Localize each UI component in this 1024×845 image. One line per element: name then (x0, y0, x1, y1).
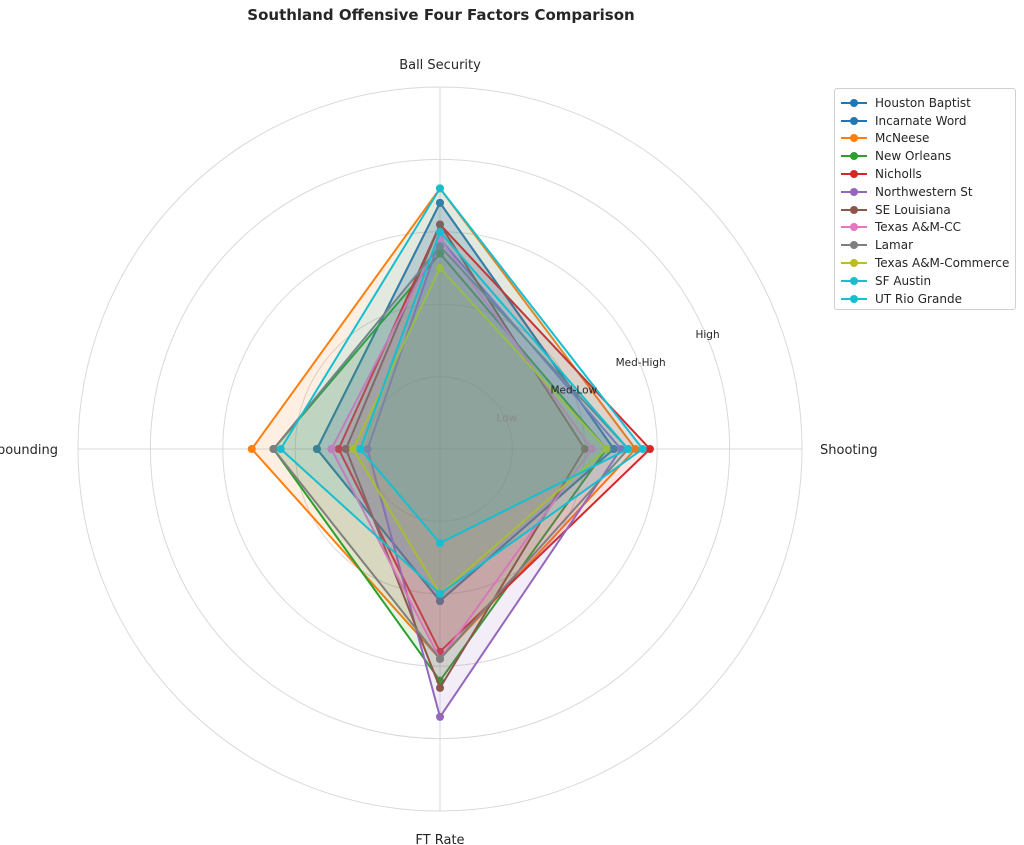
axis-label: FT Rate (415, 833, 464, 845)
legend-item: Lamar (841, 236, 1015, 254)
label-layer: Shooting Ball Security Off Rebounding FT Ra… (0, 58, 878, 845)
ring-label: Med-High (616, 357, 666, 369)
series-fill (338, 224, 650, 652)
legend-label: McNeese (875, 131, 930, 146)
series-point (645, 445, 654, 453)
legend-label: Texas A&M-CC (875, 220, 961, 235)
series-point (341, 445, 350, 453)
legend-swatch (841, 97, 867, 109)
series-fill (360, 231, 629, 544)
legend-label: Nicholls (875, 167, 922, 182)
series-point (349, 445, 358, 453)
series-point (436, 242, 444, 251)
legend-item: SF Austin (841, 272, 1015, 290)
series-point (580, 445, 589, 453)
legend-swatch (841, 239, 867, 251)
legend-swatch (841, 186, 867, 198)
series-fill (273, 246, 629, 660)
legend-item: Nicholls (841, 165, 1015, 183)
series-fill (273, 253, 607, 681)
series-point (588, 445, 597, 453)
legend-item: Texas A&M-CC (841, 219, 1015, 237)
legend-swatch (841, 115, 867, 127)
series-point (436, 264, 444, 272)
legend-item: New Orleans (841, 147, 1015, 165)
series-point (436, 654, 444, 663)
legend-label: SF Austin (875, 273, 932, 288)
legend-swatch (841, 221, 867, 233)
series-point (363, 445, 372, 453)
legend-label: Texas A&M-Commerce (875, 256, 1010, 271)
legend-swatch (841, 132, 867, 144)
series-point (609, 445, 618, 453)
axis-label: Ball Security (399, 58, 481, 73)
axis-label: Shooting (820, 443, 878, 458)
legend-item: UT Rio Grande (841, 290, 1015, 308)
series-point (356, 445, 365, 453)
legend-label: UT Rio Grande (875, 291, 962, 306)
legend: Houston Baptist Incarnate Word McNeese New … (834, 88, 1016, 310)
series-point (436, 198, 444, 207)
legend-item: Incarnate Word (841, 112, 1015, 130)
series-point (436, 597, 444, 606)
series-point (638, 445, 647, 453)
ring-label: Med-Low (550, 385, 597, 397)
legend-item: SE Louisiana (841, 201, 1015, 219)
series-fill (353, 268, 607, 594)
series-point (327, 445, 336, 453)
series-point (436, 227, 444, 236)
legend-label: Northwestern St (875, 184, 973, 199)
chart-title: Southland Offensive Four Factors Compari… (247, 6, 635, 24)
legend-swatch (841, 168, 867, 180)
series-point (631, 445, 640, 453)
series-point (436, 220, 444, 229)
axis-label: Off Rebounding (0, 443, 58, 458)
series-fill (280, 188, 643, 594)
legend-swatch (841, 275, 867, 287)
legend-swatch (841, 204, 867, 216)
ring-label: Low (497, 412, 518, 424)
legend-swatch (841, 150, 867, 162)
legend-label: Lamar (875, 238, 914, 253)
series-point (436, 249, 444, 258)
legend-swatch (841, 257, 867, 269)
legend-item: Texas A&M-Commerce (841, 254, 1015, 272)
legend-swatch (841, 293, 867, 305)
legend-label: New Orleans (875, 149, 952, 164)
ring-label: High (695, 329, 719, 341)
series-point (334, 445, 343, 453)
legend-label: SE Louisiana (875, 202, 951, 217)
series-point (436, 683, 444, 692)
series-point (436, 539, 444, 548)
series-layer (247, 184, 654, 721)
legend-item: McNeese (841, 130, 1015, 148)
series-point (436, 712, 444, 721)
legend-label: Houston Baptist (875, 95, 971, 110)
series-point (436, 589, 444, 598)
legend-item: Northwestern St (841, 183, 1015, 201)
series-point (624, 445, 633, 453)
series-point (269, 445, 278, 453)
series-point (247, 445, 256, 453)
series-point (602, 445, 611, 453)
series-point (436, 184, 444, 193)
series-fill (367, 239, 621, 717)
legend-item: Houston Baptist (841, 94, 1015, 112)
legend-label: Incarnate Word (875, 113, 967, 128)
series-point (276, 445, 285, 453)
series-point (312, 445, 321, 453)
